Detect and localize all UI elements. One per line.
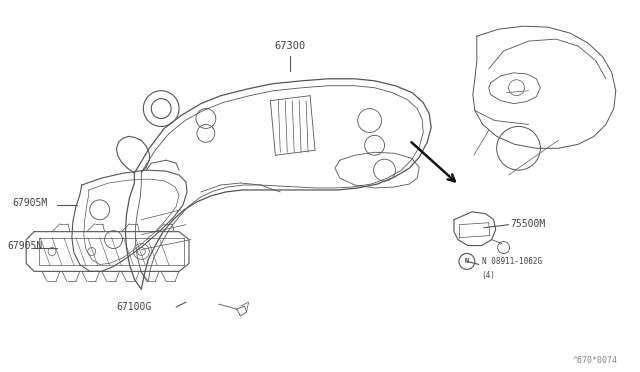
Text: N 08911-1062G: N 08911-1062G [482,257,542,266]
Text: 67300: 67300 [275,41,306,51]
Text: ^670*0074: ^670*0074 [573,356,618,365]
Text: (4): (4) [482,271,495,280]
Text: 75500M: 75500M [511,219,546,229]
Text: N: N [465,259,469,264]
Text: 67100G: 67100G [116,302,152,312]
Text: 67905N: 67905N [7,241,43,251]
Text: 67905M: 67905M [12,198,47,208]
